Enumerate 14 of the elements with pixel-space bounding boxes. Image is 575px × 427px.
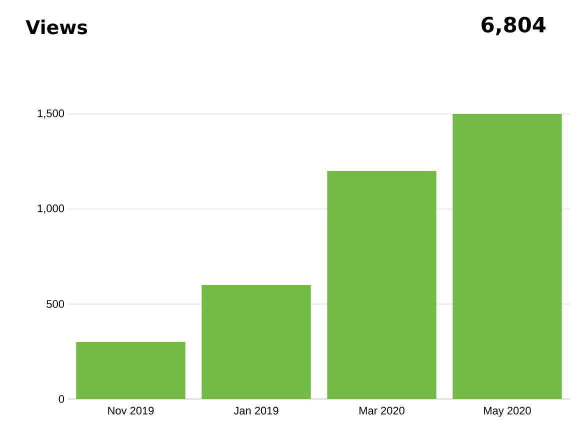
chart-subtitle: 6,804 [482, 16, 546, 36]
chart-title: Views [26, 20, 88, 34]
y-tick-label: 1,500 [38, 109, 64, 119]
x-tick-label: May 2020 [484, 406, 531, 417]
y-tick-label: 0 [58, 395, 64, 403]
y-tick-label: 1,000 [38, 204, 64, 214]
x-tick-label: Nov 2019 [108, 406, 154, 415]
bar [202, 285, 311, 399]
bar [76, 342, 186, 399]
x-tick-label: Mar 2020 [360, 406, 404, 415]
y-tick-label: 500 [46, 300, 64, 308]
x-tick-label: Jan 2019 [234, 406, 278, 415]
bar [452, 114, 562, 399]
bar [327, 170, 436, 399]
